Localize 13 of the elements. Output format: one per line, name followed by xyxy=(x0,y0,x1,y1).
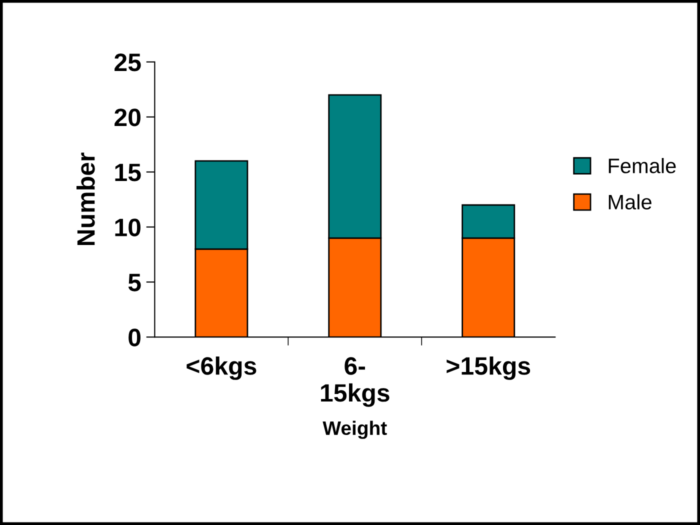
y-tick-label: 0 xyxy=(128,328,140,346)
legend-label: Male xyxy=(608,194,652,210)
x-tick-label: >15kgs xyxy=(446,356,530,380)
legend-label: Female xyxy=(608,158,676,174)
y-axis-title: Number xyxy=(76,152,95,246)
y-tick-label: 5 xyxy=(128,274,141,292)
x-tick-label: 6- 15kgs xyxy=(321,357,390,407)
y-tick-label: 15 xyxy=(115,164,141,182)
y-tick-label: 20 xyxy=(114,108,140,126)
y-tick-label: 25 xyxy=(114,54,141,72)
x-axis-title: Weight xyxy=(322,420,387,439)
y-tick-label: 10 xyxy=(115,218,140,236)
x-tick-label: <6kgs xyxy=(186,356,256,380)
